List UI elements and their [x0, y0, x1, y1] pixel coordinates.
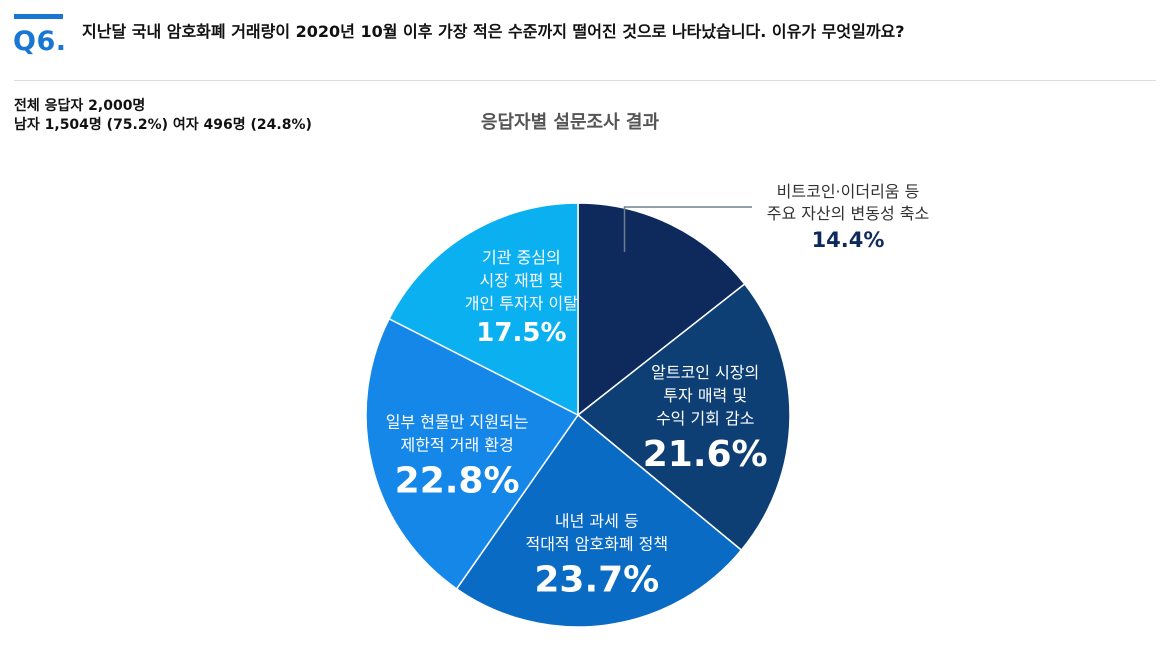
question-number: Q6.	[13, 26, 67, 57]
leader-line	[623, 206, 752, 252]
pie-slice-3	[455, 413, 743, 628]
slice-category-line: 알트코인 시장의	[651, 363, 759, 382]
slice-category-line: 시장 재편 및	[480, 271, 564, 290]
chart-title: 응답자별 설문조사 결과	[480, 112, 660, 133]
respondent-total: 전체 응답자 2,000명	[14, 98, 146, 114]
pie-slice-1	[577, 202, 746, 417]
slice-value-label: 17.5%	[476, 318, 566, 348]
slice-category-line: 기관 중심의	[482, 248, 561, 267]
slice-category-line: 적대적 암호화폐 정책	[525, 535, 668, 554]
slice-value-label: 21.6%	[643, 434, 768, 475]
slice-value-label: 14.4%	[812, 228, 885, 252]
slice-label-1: 비트코인·이더리움 등주요 자산의 변동성 축소 14.4%	[767, 182, 929, 252]
respondent-stats: 전체 응답자 2,000명 남자 1,504명 (75.2%) 여자 496명 …	[14, 97, 312, 135]
slice-value-label: 22.8%	[395, 460, 520, 501]
slice-category-line: 개인 투자자 이탈	[465, 294, 578, 313]
slice-category-line: 제한적 거래 환경	[400, 435, 513, 454]
slice-category-line: 일부 현물만 지원되는	[386, 412, 529, 431]
slice-value-label: 23.7%	[534, 560, 659, 601]
slice-category-line: 수익 기회 감소	[656, 409, 755, 428]
question-accent-bar	[14, 14, 63, 19]
slice-category-line: 주요 자산의 변동성 축소	[767, 204, 929, 223]
pie-slice-5	[388, 202, 579, 417]
pie-slice-2	[576, 282, 791, 552]
slice-category-line: 비트코인·이더리움 등	[777, 182, 920, 201]
pie-slice-4	[365, 317, 580, 590]
header-divider	[14, 80, 1156, 81]
slice-category-line: 투자 매력 및	[663, 386, 747, 405]
question-text: 지난달 국내 암호화폐 거래량이 2020년 10월 이후 가장 적은 수준까지…	[82, 22, 905, 41]
respondent-breakdown: 남자 1,504명 (75.2%) 여자 496명 (24.8%)	[14, 117, 312, 133]
slice-category-line: 내년 과세 등	[555, 512, 639, 531]
